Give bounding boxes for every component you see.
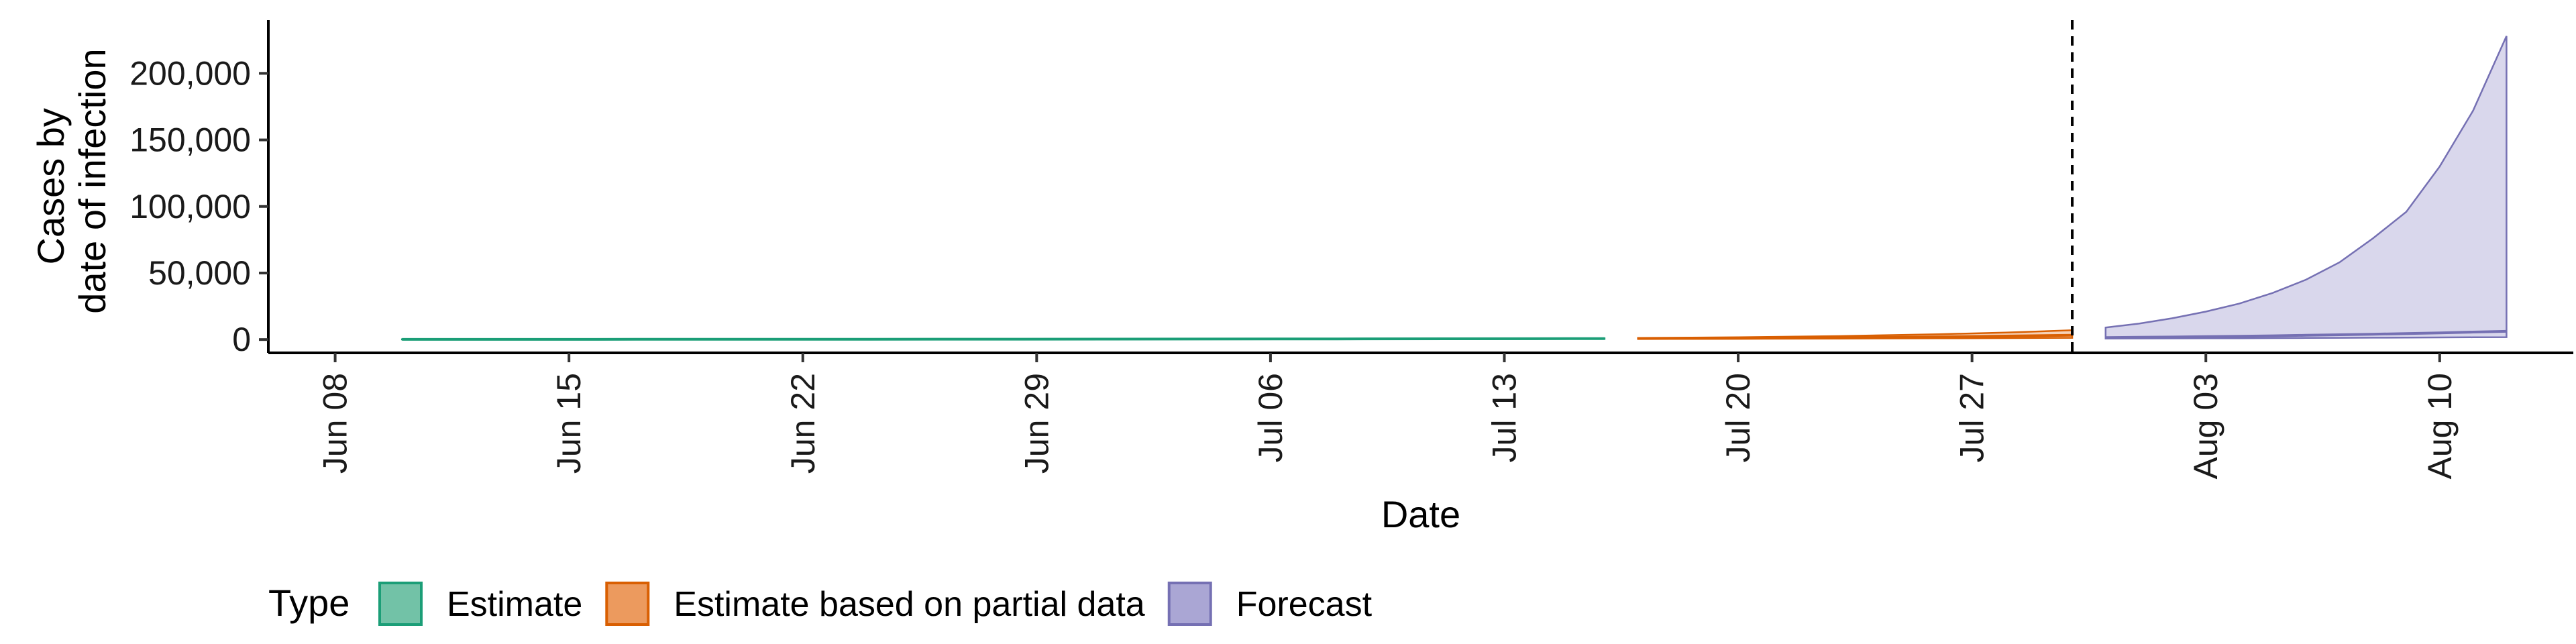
x-tick-label: Jul 27 [1953, 373, 1991, 462]
x-axis-title: Date [1381, 493, 1460, 535]
legend-swatch-estimate-based-on-partial-data [605, 582, 650, 626]
legend-swatch-forecast [1167, 582, 1212, 626]
x-ticks: Jun 08 Jun 15 Jun 22 Jun 29 Jul 06 Jul 13 Jul … [317, 353, 2459, 479]
x-tick-label: Jul 20 [1719, 373, 1757, 462]
y-ticks: 0 50,000 100,000 150,000 200,000 [129, 54, 268, 358]
legend-title: Type [268, 582, 350, 624]
axes [267, 20, 2573, 354]
y-tick-label: 200,000 [129, 54, 251, 92]
y-tick-label: 0 [232, 321, 251, 358]
series-bands [400, 36, 2508, 341]
y-axis-title-line-2: date of infection [71, 48, 113, 313]
x-tick-label: Aug 10 [2421, 373, 2459, 479]
legend: Type Estimate Estimate based on partial da… [268, 582, 1373, 626]
y-tick-label: 100,000 [129, 188, 251, 225]
x-tick-label: Jun 08 [317, 373, 354, 474]
axis-titles: Date Cases by date of infection [30, 48, 1460, 535]
x-tick-label: Aug 03 [2187, 373, 2224, 479]
legend-label-estimate-based-on-partial-data: Estimate based on partial data [674, 585, 1145, 624]
x-tick-label: Jul 06 [1252, 373, 1289, 462]
y-axis-title-line-1: Cases by [30, 108, 72, 264]
y-axis-title: Cases by date of infection [30, 48, 113, 313]
median-line-estimate-based-on-partial-data [1638, 333, 2073, 340]
median-line-forecast [2105, 329, 2507, 339]
x-tick-label: Jul 13 [1486, 373, 1523, 462]
legend-swatch-estimate [378, 582, 423, 626]
y-tick-label: 150,000 [129, 121, 251, 159]
legend-label-forecast: Forecast [1236, 585, 1373, 624]
x-tick-label: Jun 15 [550, 373, 588, 474]
band-forecast [2104, 36, 2508, 339]
x-tick-label: Jun 22 [784, 373, 822, 474]
x-tick-label: Jun 29 [1018, 373, 1055, 474]
y-tick-label: 50,000 [148, 254, 251, 292]
legend-label-estimate: Estimate [447, 585, 582, 624]
